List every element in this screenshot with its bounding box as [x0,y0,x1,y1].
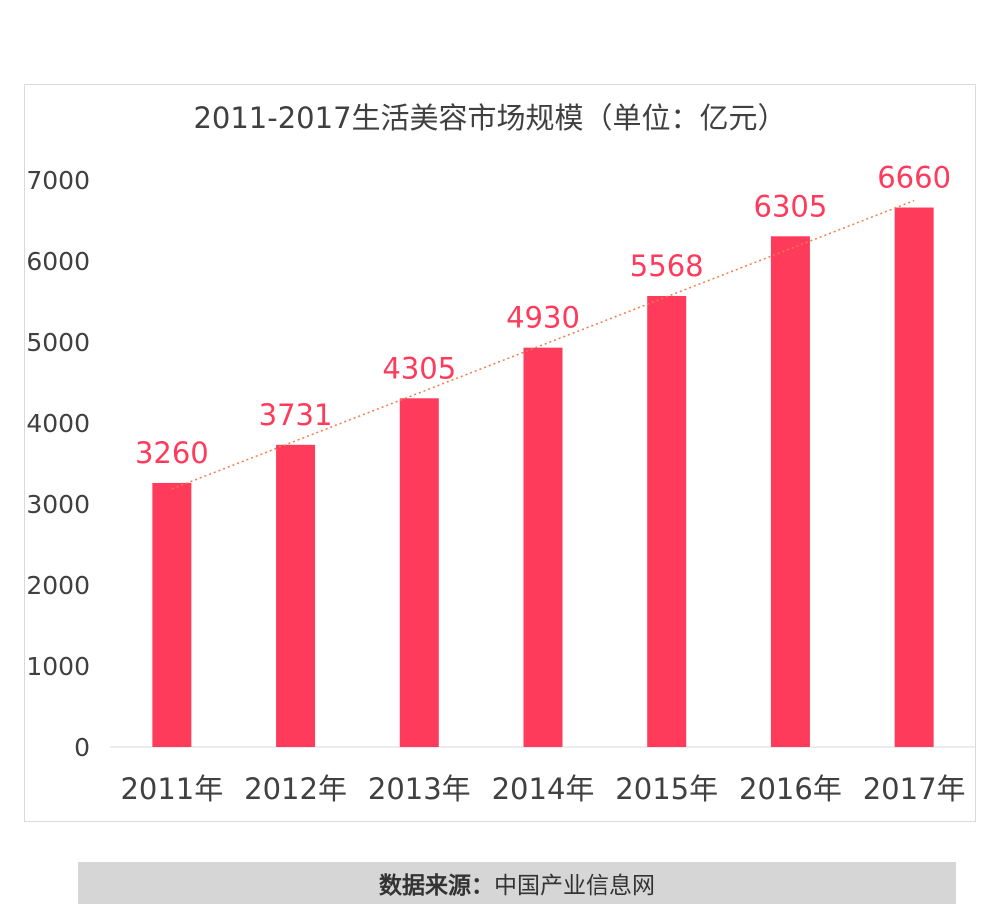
chart-title: 2011-2017生活美容市场规模（单位：亿元） [193,101,787,135]
data-label: 4305 [382,351,456,385]
data-label: 6660 [877,161,951,195]
y-tick-label: 2000 [26,571,90,600]
y-tick-label: 1000 [26,652,90,681]
y-tick-label: 5000 [26,328,90,357]
data-label: 6305 [754,189,828,223]
y-tick-label: 4000 [26,409,90,438]
bar [770,236,810,748]
data-label: 5568 [630,249,704,283]
bar [647,295,687,747]
x-tick-label: 2014年 [492,772,595,806]
source-bar: 数据来源： 中国产业信息网 [78,862,956,904]
x-tick-label: 2016年 [739,772,842,806]
data-label: 3260 [135,436,209,470]
source-value: 中国产业信息网 [494,873,655,899]
data-label: 3731 [259,398,333,432]
bar [523,347,563,747]
y-tick-label: 6000 [26,247,90,276]
bar [399,398,439,747]
data-label: 4930 [506,301,580,335]
source-label: 数据来源： [379,873,494,899]
x-tick-label: 2015年 [615,772,718,806]
x-tick-label: 2012年 [244,772,347,806]
y-tick-label: 7000 [26,166,90,195]
bar [894,207,934,748]
x-tick-label: 2011年 [120,772,223,806]
bar [276,444,316,747]
x-tick-label: 2013年 [368,772,471,806]
bar [152,482,192,747]
y-tick-label: 3000 [26,490,90,519]
x-tick-label: 2017年 [863,772,966,806]
y-tick-label: 0 [74,733,90,762]
